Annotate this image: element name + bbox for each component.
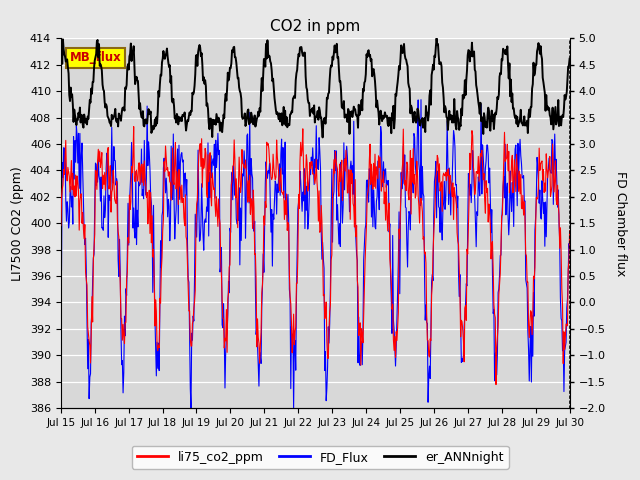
li75_co2_ppm [492,382,500,387]
er_ANNnight [566,56,573,61]
er_ANNnight [170,103,178,108]
li75_co2_ppm [392,329,400,335]
Legend: li75_co2_ppm, FD_Flux, er_ANNnight: li75_co2_ppm, FD_Flux, er_ANNnight [131,446,509,469]
Text: MB_flux: MB_flux [70,51,122,64]
FD_Flux [187,405,195,411]
FD_Flux [566,247,573,252]
li75_co2_ppm [57,223,65,228]
Title: CO2 in ppm: CO2 in ppm [270,20,360,35]
FD_Flux [170,194,178,200]
er_ANNnight [66,98,74,104]
er_ANNnight [319,134,326,140]
Line: FD_Flux: FD_Flux [61,100,570,408]
FD_Flux [57,170,65,176]
FD_Flux [118,358,126,363]
FD_Flux [198,181,205,187]
er_ANNnight [118,105,126,111]
er_ANNnight [197,53,205,59]
li75_co2_ppm [130,124,138,130]
li75_co2_ppm [171,157,179,163]
Y-axis label: FD Chamber flux: FD Chamber flux [614,170,627,276]
er_ANNnight [392,93,400,98]
li75_co2_ppm [378,188,385,194]
FD_Flux [417,97,425,103]
li75_co2_ppm [66,189,74,195]
li75_co2_ppm [198,136,205,142]
FD_Flux [378,130,385,136]
Y-axis label: LI7500 CO2 (ppm): LI7500 CO2 (ppm) [12,166,24,281]
er_ANNnight [378,112,385,118]
FD_Flux [66,191,74,197]
li75_co2_ppm [118,337,126,343]
er_ANNnight [433,36,440,41]
er_ANNnight [57,56,65,62]
li75_co2_ppm [566,228,573,234]
Line: er_ANNnight: er_ANNnight [61,38,570,137]
Line: li75_co2_ppm: li75_co2_ppm [61,127,570,384]
FD_Flux [392,343,400,348]
